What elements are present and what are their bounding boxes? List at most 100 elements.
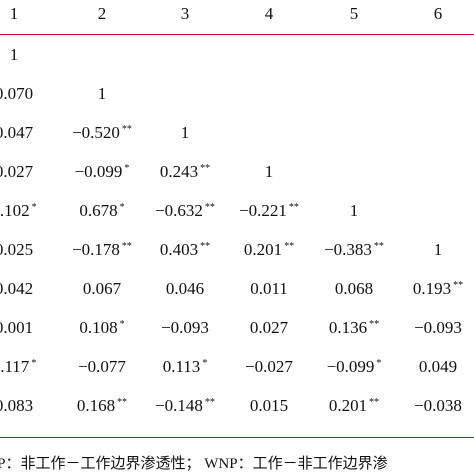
cell-value: 0.193 — [412, 279, 452, 298]
table-cell: 0.025 — [0, 241, 33, 258]
table-cell: −0.027 — [245, 358, 293, 375]
cell-value: 1 — [180, 123, 190, 142]
table-cell: 0.001 — [0, 319, 33, 336]
table-cell: 0.201 ** — [329, 397, 379, 414]
cell-value: 0.678 — [79, 201, 118, 220]
table-cell: 0.027 — [250, 319, 288, 336]
cell-value: 0.011 — [250, 279, 288, 298]
table-cell: 0.168 ** — [77, 397, 127, 414]
table-cell: 0.068 — [335, 280, 373, 297]
cell-value: 0.108 — [79, 318, 118, 337]
significance-marker: ** — [121, 241, 132, 252]
table-bottom-rule — [0, 437, 474, 438]
cell-value: 1 — [264, 162, 274, 181]
table-cell: 0.047 — [0, 124, 33, 141]
cell-value: 1 — [349, 201, 359, 220]
table-cell: 0.015 — [250, 397, 288, 414]
significance-marker: ** — [121, 124, 132, 135]
cell-value: −0.093 — [161, 318, 209, 337]
significance-marker: ** — [369, 319, 380, 330]
cell-value: 0.403 — [159, 240, 199, 259]
cell-value: 0.025 — [0, 240, 34, 259]
table-cell: −0.038 — [414, 397, 462, 414]
cell-value: 0.027 — [249, 318, 289, 337]
table-cell: 0.046 — [166, 280, 204, 297]
significance-marker: * — [31, 358, 37, 369]
cell-value: 1 — [97, 84, 107, 103]
significance-marker: ** — [117, 397, 128, 408]
table-footnote: TP：非工作－工作边界渗透性； WNP：工作－非工作边界渗 — [0, 456, 388, 472]
significance-marker: * — [119, 202, 125, 213]
table-cell: 0.108 * — [79, 319, 124, 336]
significance-marker: * — [31, 202, 37, 213]
cell-value: 0.015 — [249, 396, 289, 415]
table-cell: 0.067 — [83, 280, 121, 297]
column-header-2: 2 — [97, 4, 107, 23]
table-cell: 1 — [350, 202, 359, 219]
table-cell: −0.383 ** — [324, 241, 384, 258]
cell-value: −0.093 — [414, 318, 462, 337]
significance-marker: ** — [369, 397, 380, 408]
column-header-1: 1 — [9, 4, 19, 23]
significance-marker: ** — [288, 202, 299, 213]
column-header-4: 4 — [264, 4, 274, 23]
cell-value: −0.520 — [72, 123, 120, 142]
table-cell: −0.093 — [414, 319, 462, 336]
cell-value: 1 — [433, 240, 443, 259]
table-top-rule — [0, 34, 474, 35]
cell-value: 0.102 — [0, 201, 30, 220]
cell-value: −0.632 — [155, 201, 203, 220]
cell-value: 0.046 — [165, 279, 205, 298]
table-cell: 0.243 ** — [160, 163, 210, 180]
cell-value: 0.070 — [0, 84, 34, 103]
cell-value: 0.027 — [0, 162, 34, 181]
table-cell: −0.221 ** — [239, 202, 299, 219]
cell-value: 0.168 — [76, 396, 116, 415]
table-cell: 1 — [98, 85, 107, 102]
table-cell: 0.403 ** — [160, 241, 210, 258]
table-cell: −0.632 ** — [155, 202, 215, 219]
table-cell: −0.148 ** — [155, 397, 215, 414]
table-cell: −0.099 * — [327, 358, 382, 375]
cell-value: −0.027 — [245, 357, 293, 376]
significance-marker: ** — [200, 163, 211, 174]
table-cell: −0.099 * — [75, 163, 130, 180]
cell-value: 0.042 — [0, 279, 34, 298]
cell-value: 0.201 — [243, 240, 283, 259]
table-cell: 0.678 * — [79, 202, 124, 219]
cell-value: −0.099 — [74, 162, 123, 181]
table-cell: 0.113 * — [163, 358, 208, 375]
significance-marker: ** — [373, 241, 384, 252]
significance-marker: ** — [200, 241, 211, 252]
column-header-3: 3 — [180, 4, 190, 23]
cell-value: 0.001 — [0, 318, 34, 337]
cell-value: −0.038 — [414, 396, 462, 415]
table-cell: 0.011 — [250, 280, 288, 297]
table-cell: 0.042 — [0, 280, 33, 297]
significance-marker: ** — [453, 280, 464, 291]
cell-value: 1 — [9, 45, 19, 64]
table-cell: 1 — [10, 46, 19, 63]
cell-value: 0.113 — [162, 357, 201, 376]
table-cell: 0.201 ** — [244, 241, 294, 258]
significance-marker: * — [119, 319, 125, 330]
table-cell: 1 — [434, 241, 443, 258]
cell-value: 0.083 — [0, 396, 34, 415]
table-cell: 0.136 ** — [329, 319, 379, 336]
significance-marker: ** — [284, 241, 295, 252]
cell-value: 0.067 — [82, 279, 122, 298]
table-cell: 0.049 — [419, 358, 457, 375]
table-cell: 1 — [265, 163, 274, 180]
cell-value: −0.221 — [239, 201, 287, 220]
table-cell: −0.077 — [78, 358, 126, 375]
significance-marker: * — [376, 358, 382, 369]
cell-value: −0.178 — [72, 240, 120, 259]
cell-value: 0.049 — [418, 357, 458, 376]
cell-value: 0.068 — [334, 279, 374, 298]
cell-value: −0.099 — [326, 357, 375, 376]
table-cell: 0.117* — [0, 358, 36, 375]
table-cell: 0.102* — [0, 202, 37, 219]
table-cell: −0.520 ** — [72, 124, 132, 141]
table-cell: 1 — [181, 124, 190, 141]
column-header-6: 6 — [433, 4, 443, 23]
